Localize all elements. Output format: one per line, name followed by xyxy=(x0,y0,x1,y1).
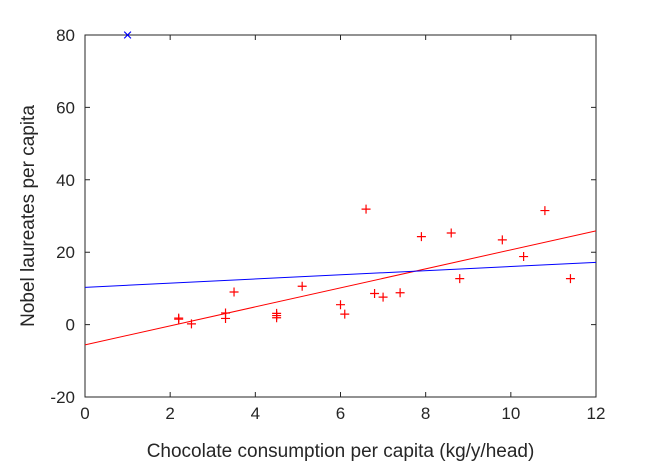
plus-marker xyxy=(565,274,575,284)
plus-marker xyxy=(229,287,239,297)
plus-marker xyxy=(455,274,465,284)
plus-marker xyxy=(395,288,405,298)
x-tick-label: 4 xyxy=(251,404,260,423)
plus-marker xyxy=(416,232,426,242)
y-axis-title: Nobel laureates per capita xyxy=(18,105,39,327)
cross-marker xyxy=(123,31,132,39)
x-axis-title: Chocolate consumption per capita (kg/y/h… xyxy=(147,441,535,462)
fit-line xyxy=(84,261,597,288)
plus-marker xyxy=(540,206,550,216)
plus-marker xyxy=(340,309,350,319)
x-tick-label: 0 xyxy=(80,404,89,423)
x-tick-label: 10 xyxy=(501,404,520,423)
plus-marker xyxy=(336,300,345,310)
x-tick-label: 6 xyxy=(336,404,345,423)
x-tick-label: 8 xyxy=(421,404,430,423)
data-points xyxy=(123,31,575,329)
plus-marker xyxy=(446,228,456,238)
plus-marker xyxy=(174,313,184,323)
plus-marker xyxy=(361,204,371,214)
plus-marker xyxy=(378,292,388,302)
y-tick-label: 0 xyxy=(66,316,75,335)
y-tick-label: 20 xyxy=(56,243,75,262)
plot-area xyxy=(84,34,597,398)
plus-marker xyxy=(186,319,196,329)
plus-marker xyxy=(497,235,507,245)
axis-ticks: 0 2 4 6 8 10 12 -20 0 20 40 60 80 xyxy=(50,26,605,423)
plus-marker xyxy=(272,308,282,318)
y-tick-label: 40 xyxy=(56,171,75,190)
fit-lines xyxy=(84,230,597,346)
fit-line xyxy=(84,230,597,346)
plus-marker xyxy=(519,252,529,262)
plus-marker xyxy=(221,308,231,318)
plus-marker xyxy=(297,281,307,291)
x-tick-label: 2 xyxy=(165,404,174,423)
y-tick-label: 60 xyxy=(56,98,75,117)
x-tick-label: 12 xyxy=(587,404,606,423)
plus-marker xyxy=(370,288,380,298)
y-tick-label: -20 xyxy=(50,388,75,407)
y-tick-label: 80 xyxy=(56,26,75,45)
